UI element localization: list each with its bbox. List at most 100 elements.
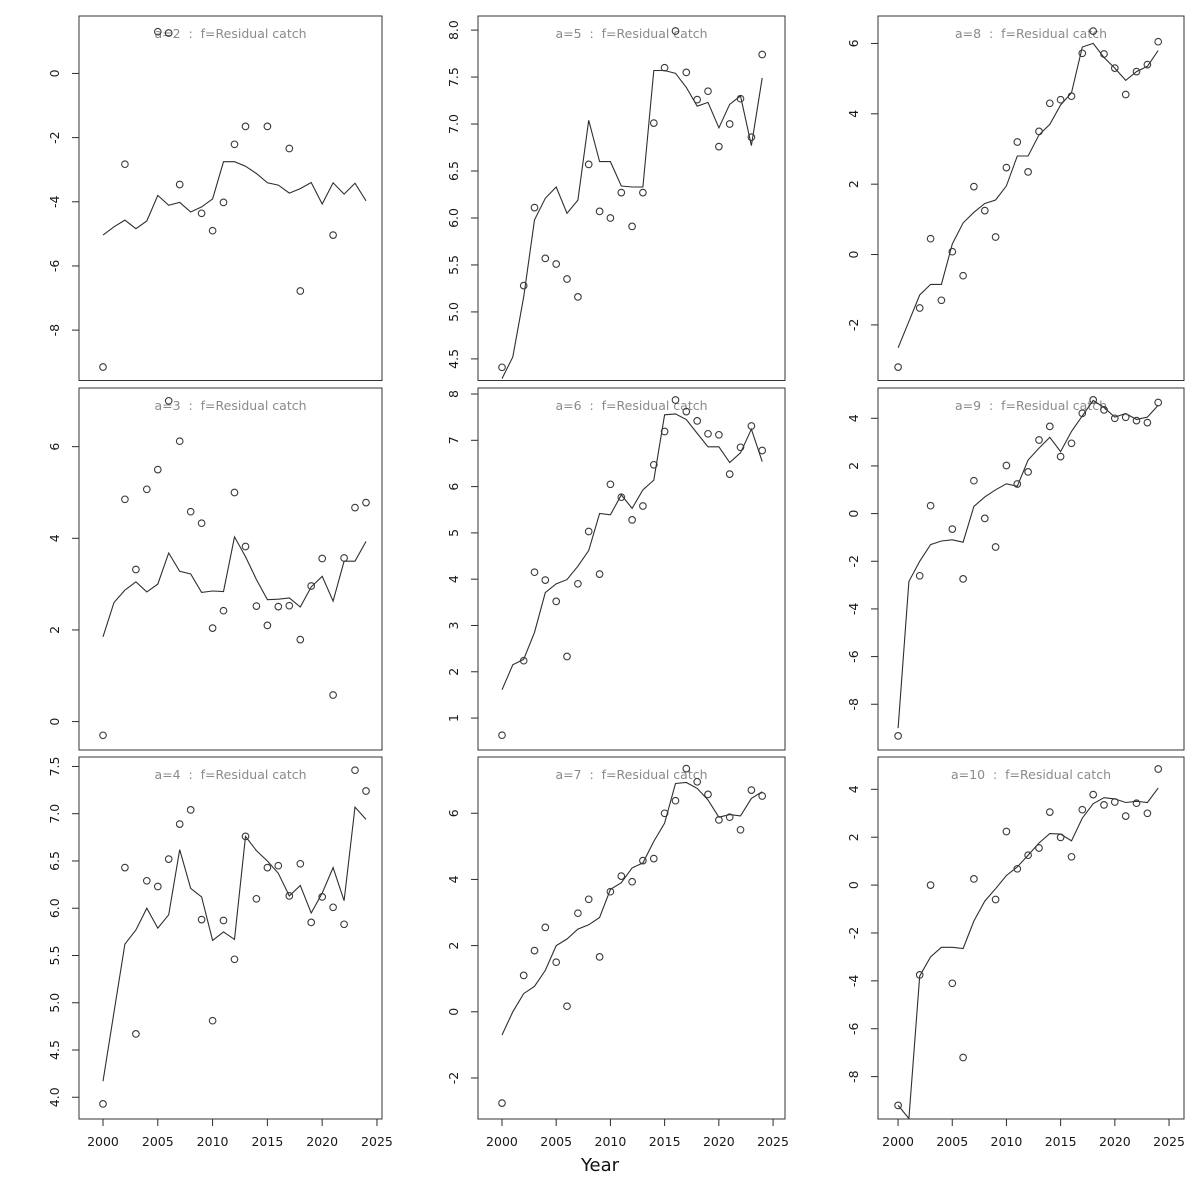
data-point — [595, 953, 604, 961]
data-point — [660, 809, 669, 818]
data-point — [1143, 418, 1152, 427]
data-point — [197, 915, 206, 924]
data-point — [530, 203, 539, 212]
data-point — [1154, 398, 1163, 407]
y-axis-tick-label: -2 — [846, 555, 861, 567]
data-point — [498, 731, 506, 740]
y-axis-tick-label: -6 — [846, 1022, 861, 1035]
data-point — [153, 882, 162, 891]
y-axis-tick-label: -4 — [846, 975, 861, 988]
data-point — [552, 597, 561, 606]
data-point — [1089, 27, 1098, 35]
data-point — [263, 621, 272, 630]
data-point — [219, 198, 228, 207]
data-point — [230, 140, 239, 149]
panel-title: a=9 : f=Residual catch — [955, 398, 1107, 413]
data-line — [501, 69, 763, 379]
data-point — [959, 1053, 967, 1062]
data-point — [1067, 92, 1076, 101]
data-point — [329, 903, 337, 912]
data-point — [340, 920, 348, 929]
data-line — [102, 535, 367, 637]
y-axis-tick-label: -2 — [446, 1072, 461, 1084]
data-point — [541, 576, 550, 584]
data-point — [660, 63, 669, 72]
y-axis-tick-label: 0 — [47, 718, 62, 726]
data-point — [991, 543, 1000, 551]
data-point — [617, 493, 626, 502]
data-point — [758, 50, 767, 59]
x-axis-tick-label: 2020 — [703, 1134, 735, 1149]
data-point — [285, 892, 294, 900]
x-axis-tick-label: 2025 — [757, 1134, 789, 1149]
data-point — [693, 95, 702, 104]
data-point — [186, 806, 195, 814]
data-point — [1121, 90, 1130, 99]
x-axis-tick-label: 2005 — [142, 1134, 174, 1149]
panel-box — [877, 756, 1185, 1120]
data-point — [671, 27, 680, 35]
data-point — [329, 231, 337, 239]
y-axis-tick-label: 4 — [846, 110, 861, 118]
data-point — [639, 856, 647, 865]
y-axis-tick-label: 0 — [846, 251, 861, 259]
data-point — [285, 601, 294, 610]
data-point — [725, 470, 734, 478]
y-axis-tick-label: 4 — [47, 534, 62, 542]
y-axis-tick-label: 2 — [846, 180, 861, 188]
data-point — [230, 488, 239, 497]
y-axis-tick-label: 5.0 — [446, 302, 461, 322]
data-point — [340, 554, 348, 562]
data-point — [1002, 827, 1011, 836]
data-point — [99, 731, 107, 740]
data-point — [715, 142, 723, 151]
data-point — [606, 214, 615, 222]
y-axis-tick-label: 1 — [446, 714, 461, 722]
y-axis-tick-label: 5 — [446, 529, 461, 537]
data-point — [121, 495, 129, 504]
data-point — [671, 796, 680, 805]
data-point — [285, 144, 294, 153]
y-axis-tick-label: 6.0 — [47, 898, 62, 918]
y-axis-tick-label: -6 — [47, 260, 62, 273]
data-point — [617, 188, 626, 197]
data-point — [175, 820, 184, 828]
panel-a6: a=6 : f=Residual catch 8 7 6 5 4 3 2 1 — [446, 387, 786, 751]
data-point — [132, 565, 140, 574]
data-point — [1100, 50, 1108, 58]
y-axis-tick-label: -8 — [47, 324, 62, 337]
y-axis-tick-label: 6 — [446, 809, 461, 817]
data-point — [894, 363, 902, 371]
data-point — [693, 417, 702, 425]
y-axis-tick-label: 2 — [47, 626, 62, 634]
x-axis-tick-label: 2015 — [649, 1134, 681, 1149]
data-point — [704, 429, 712, 438]
data-point — [628, 877, 636, 886]
data-point — [241, 832, 250, 841]
data-point — [296, 859, 305, 868]
data-point — [1132, 799, 1141, 808]
x-axis-tick-label: 2015 — [1045, 1134, 1077, 1149]
data-point — [530, 568, 539, 577]
data-point — [1089, 790, 1098, 799]
data-point — [1013, 480, 1022, 488]
data-point — [1121, 812, 1130, 820]
y-axis-tick-label: 8 — [446, 390, 461, 398]
y-axis-tick-label: -4 — [47, 196, 62, 209]
data-point — [153, 27, 162, 36]
data-point — [970, 476, 978, 485]
data-point — [132, 1030, 140, 1038]
data-point — [1078, 49, 1087, 58]
data-point — [736, 825, 745, 834]
panel-title: a=3 : f=Residual catch — [154, 398, 306, 413]
y-axis-tick-label: 6 — [446, 483, 461, 491]
panel-box — [877, 15, 1185, 381]
data-point — [1154, 765, 1163, 773]
data-point — [197, 519, 206, 528]
y-axis-tick-label: 8.0 — [446, 20, 461, 40]
y-axis-tick-label: 2 — [446, 668, 461, 676]
data-point — [1067, 852, 1076, 861]
data-line — [501, 781, 763, 1036]
data-point — [1089, 396, 1098, 404]
panel-title: a=10 : f=Residual catch — [951, 767, 1111, 782]
